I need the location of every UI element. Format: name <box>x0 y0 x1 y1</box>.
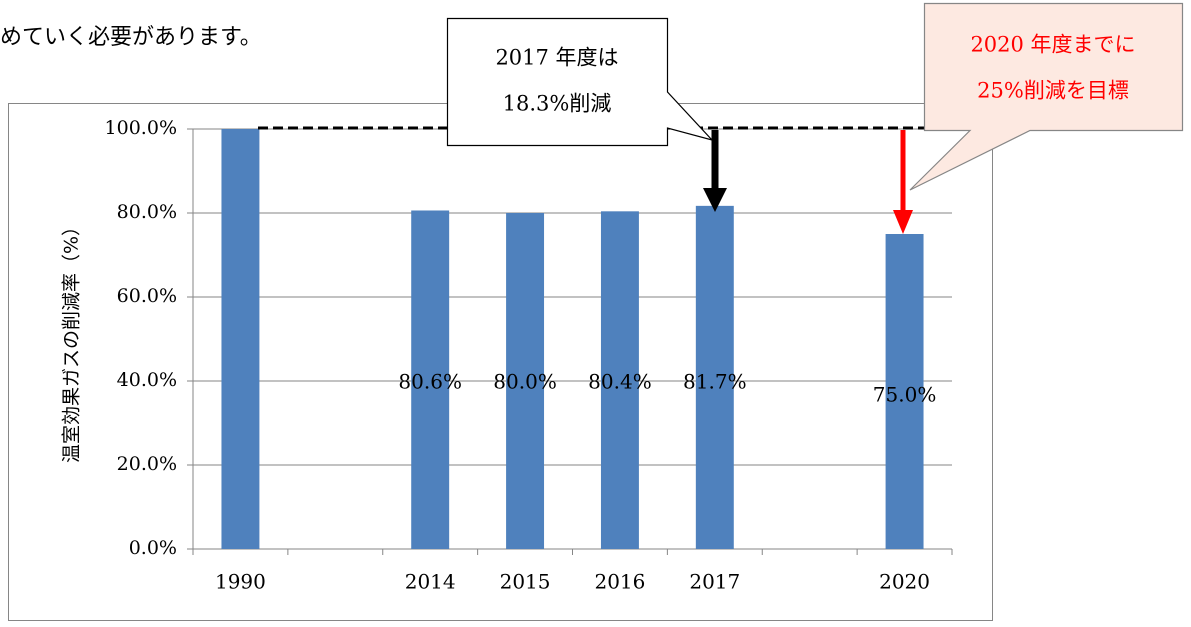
y-tick-label: 80.0% <box>117 201 177 223</box>
bar <box>885 234 924 549</box>
callout-text: 18.3%削減 <box>503 92 612 116</box>
y-tick-label: 40.0% <box>117 369 177 391</box>
y-tick-label: 100.0% <box>105 117 177 139</box>
value-label: 80.0% <box>493 370 557 394</box>
callout-text: 25%削減を目標 <box>977 79 1129 103</box>
bar <box>506 213 545 549</box>
value-label: 75.0% <box>873 383 937 407</box>
value-label: 80.4% <box>588 370 652 394</box>
x-tick-label: 2014 <box>405 570 456 594</box>
x-tick-label: 1990 <box>215 570 266 594</box>
x-tick-label: 2020 <box>879 570 930 594</box>
x-tick-label: 2015 <box>500 570 551 594</box>
value-label: 80.6% <box>398 370 462 394</box>
bar <box>411 210 450 550</box>
bar <box>695 205 734 550</box>
callout-text: 2020 年度までに <box>970 33 1135 57</box>
value-label: 81.7% <box>683 370 747 394</box>
bar <box>600 211 639 549</box>
arrow-head <box>893 210 913 234</box>
plot-area: 0.0% 20.0% 40.0% 60.0% 80.0% 100.0% 1990 2014 80… <box>105 117 953 594</box>
y-tick-label: 20.0% <box>117 453 177 475</box>
x-tick-label: 2016 <box>594 570 645 594</box>
y-tick-label: 0.0% <box>129 537 177 559</box>
callout <box>446 17 714 147</box>
y-tick-label: 60.0% <box>117 285 177 307</box>
body-text: めていく必要があります。 <box>0 25 262 50</box>
arrow-head <box>703 188 727 212</box>
callout-text: 2017 年度は <box>495 46 618 70</box>
chart-frame <box>8 103 993 621</box>
bar <box>221 129 260 549</box>
y-axis-label: 温室効果ガスの削減率（%） <box>61 217 83 463</box>
callout <box>909 2 1184 191</box>
x-tick-label: 2017 <box>689 570 740 594</box>
